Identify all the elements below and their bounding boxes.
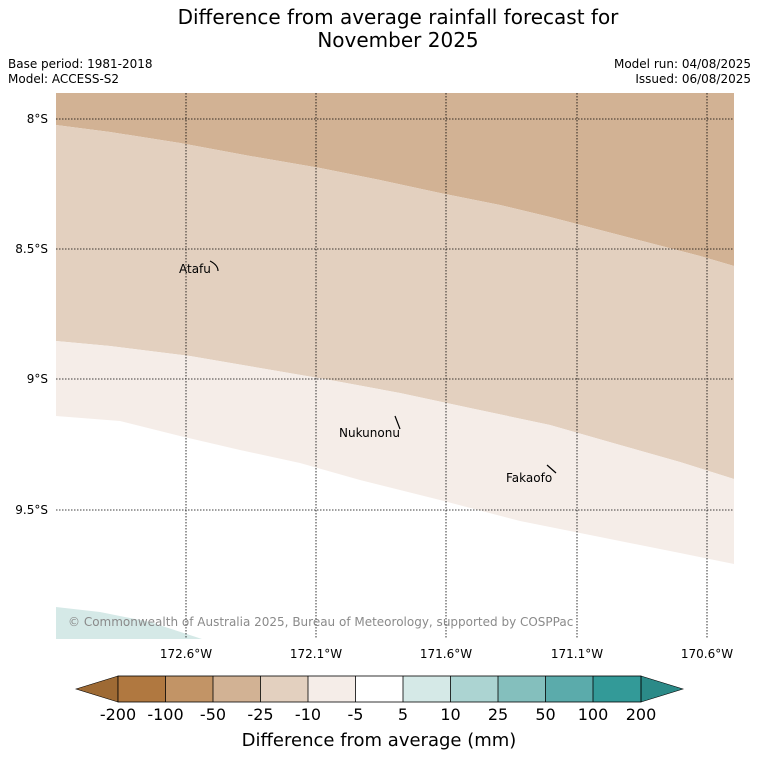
lat-label-9.5: 9.5°S [15, 503, 48, 517]
colorbar-cell-5 [308, 676, 356, 702]
lon-label-172.6: 172.6°W [159, 647, 213, 661]
colorbar-dividers [165, 676, 594, 702]
colorbar-cell-8 [450, 676, 498, 702]
colorbar-label: -10 [294, 705, 322, 724]
rainfall-band-5-10 [56, 341, 734, 564]
meta-right: Model run: 04/08/2025 Issued: 06/08/2025 [614, 57, 751, 87]
map-area: Atafu Nukunonu Fakaofo © Commonwealth of… [56, 93, 734, 639]
place-label-nukunonu: Nukunonu [339, 426, 400, 440]
base-period-text: Base period: 1981-2018 [8, 57, 153, 71]
atafu-island-outline [209, 260, 219, 272]
colorbar-cell-2 [165, 676, 213, 702]
nukunonu-island-outline [394, 415, 401, 430]
model-run-text: Model run: 04/08/2025 [613, 57, 751, 71]
colorbar-cell-11 [593, 676, 641, 702]
colorbar-title: Difference from average (mm) [241, 730, 517, 751]
lon-label-172.1: 172.1°W [289, 647, 343, 661]
colorbar-label: 10 [440, 705, 461, 724]
colorbar-label: -50 [199, 705, 227, 724]
meta-left: Base period: 1981-2018 Model: ACCESS-S2 [8, 57, 153, 87]
colorbar-label: 5 [397, 705, 409, 724]
place-label-atafu: Atafu [179, 262, 211, 276]
colorbar-cell-1 [118, 676, 166, 702]
lon-label-171.1: 171.1°W [550, 647, 604, 661]
title-line-2: November 2025 [317, 28, 479, 52]
colorbar-extend-high [640, 675, 685, 703]
title-line-1: Difference from average rainfall forecas… [177, 5, 619, 29]
rainfall-band-minus5-5 [56, 125, 734, 479]
colorbar-cell-9 [498, 676, 546, 702]
fakaofo-island-outline [546, 464, 557, 474]
colorbar-extend-low [74, 675, 119, 703]
copyright-text: © Commonwealth of Australia 2025, Bureau… [68, 615, 573, 629]
colorbar-label: 100 [577, 705, 609, 724]
colorbar-label: 200 [625, 705, 657, 724]
lat-label-8.5: 8.5°S [15, 242, 48, 256]
colorbar-label: -5 [347, 705, 364, 724]
lon-label-171.6: 171.6°W [419, 647, 473, 661]
colorbar-outline [117, 675, 642, 703]
colorbar-cell-6 [355, 676, 403, 702]
place-label-fakaofo: Fakaofo [506, 471, 552, 485]
colorbar-cell-3 [213, 676, 261, 702]
colorbar-cell-10 [545, 676, 593, 702]
issued-text: Issued: 06/08/2025 [635, 72, 751, 86]
lat-label-9: 9°S [26, 372, 48, 386]
colorbar-label: -100 [147, 705, 184, 724]
colorbar-cell-4 [260, 676, 308, 702]
rainfall-band-10-25 [56, 607, 202, 639]
colorbar-label: -200 [99, 705, 137, 724]
lon-label-170.6: 170.6°W [680, 647, 734, 661]
lat-label-8: 8°S [26, 112, 48, 126]
colorbar-label: -25 [247, 705, 274, 724]
rainfall-band-minus10-minus5 [56, 93, 734, 266]
colorbar [74, 675, 685, 703]
colorbar-cell-7 [403, 676, 451, 702]
model-text: Model: ACCESS-S2 [8, 72, 120, 86]
colorbar-label: 50 [535, 705, 556, 724]
chart-title: Difference from average rainfall forecas… [0, 6, 758, 52]
colorbar-label: 25 [487, 705, 509, 724]
gridlines [56, 93, 734, 639]
